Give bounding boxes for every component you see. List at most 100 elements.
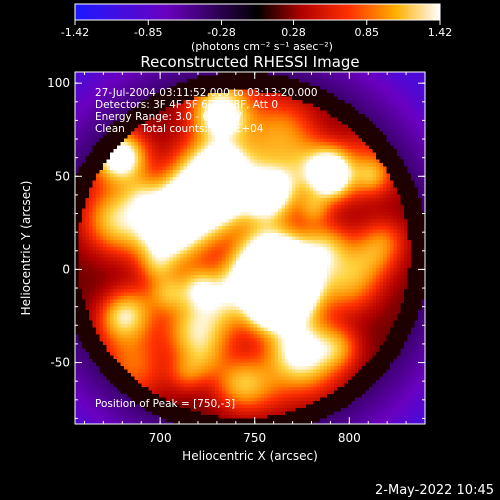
heatmap-cell — [229, 184, 233, 188]
heatmap-cell — [264, 131, 268, 136]
heatmap-cell — [250, 177, 254, 181]
heatmap-cell — [365, 114, 370, 118]
heatmap-cell — [383, 117, 387, 122]
heatmap-cell — [145, 89, 149, 94]
heatmap-cell — [89, 96, 93, 101]
heatmap-cell — [250, 156, 254, 160]
heatmap-cell — [257, 208, 261, 213]
heatmap-cell — [253, 152, 258, 157]
heatmap-cell — [239, 229, 244, 234]
heatmap-cell — [239, 226, 244, 230]
chart-title: Reconstructed RHESSI Image — [140, 53, 359, 71]
heatmap-cell — [379, 110, 384, 115]
heatmap-cell — [250, 191, 254, 195]
heatmap-cell — [236, 114, 240, 118]
heatmap-cell — [120, 93, 125, 97]
heatmap-cell — [96, 180, 100, 185]
heatmap-cell — [190, 229, 195, 234]
heatmap-cell — [127, 75, 132, 80]
heatmap-cell — [138, 205, 142, 209]
heatmap-cell — [103, 187, 107, 192]
heatmap-cell — [344, 215, 349, 220]
heatmap-cell — [92, 170, 97, 174]
heatmap-cell — [208, 208, 212, 213]
heatmap-cell — [141, 184, 146, 188]
heatmap-cell — [369, 128, 373, 132]
heatmap-cell — [267, 170, 272, 174]
heatmap-cell — [421, 82, 425, 87]
heatmap-cell — [138, 156, 142, 160]
colorbar-tick-label: 1.42 — [428, 26, 453, 39]
heatmap-cell — [131, 79, 135, 83]
heatmap-cell — [320, 100, 324, 104]
heatmap-cell — [222, 72, 226, 76]
heatmap-cell — [344, 187, 349, 192]
heatmap-cell — [183, 159, 188, 164]
heatmap-cell — [306, 72, 310, 76]
heatmap-cell — [204, 240, 209, 244]
heatmap-cell — [411, 156, 415, 160]
heatmap-cell — [117, 208, 121, 213]
heatmap-cell — [215, 124, 219, 129]
heatmap-cell — [243, 198, 247, 202]
heatmap-cell — [99, 135, 104, 139]
heatmap-cell — [344, 86, 349, 90]
heatmap-cell — [211, 135, 216, 139]
heatmap-cell — [141, 107, 146, 111]
heatmap-cell — [274, 226, 279, 230]
heatmap-cell — [299, 222, 303, 227]
heatmap-cell — [92, 159, 97, 164]
heatmap-cell — [295, 86, 300, 90]
heatmap-cell — [348, 96, 352, 101]
heatmap-cell — [138, 187, 142, 192]
heatmap-cell — [295, 79, 300, 83]
heatmap-cell — [362, 240, 366, 244]
heatmap-cell — [397, 121, 401, 125]
heatmap-cell — [92, 166, 97, 171]
heatmap-cell — [348, 138, 352, 143]
heatmap-cell — [306, 152, 310, 157]
heatmap-cell — [208, 117, 212, 122]
heatmap-cell — [295, 233, 300, 237]
heatmap-cell — [166, 173, 170, 178]
heatmap-cell — [302, 138, 307, 143]
heatmap-cell — [292, 159, 296, 164]
heatmap-cell — [316, 82, 321, 87]
heatmap-cell — [337, 152, 342, 157]
heatmap-cell — [267, 86, 272, 90]
heatmap-cell — [372, 149, 377, 153]
heatmap-cell — [271, 131, 275, 136]
heatmap-cell — [334, 159, 338, 164]
heatmap-cell — [78, 201, 83, 206]
heatmap-cell — [292, 180, 296, 185]
heatmap-cell — [145, 82, 149, 87]
heatmap-cell — [407, 142, 412, 146]
heatmap-cell — [407, 187, 412, 192]
heatmap-cell — [106, 240, 111, 244]
heatmap-cell — [162, 163, 167, 167]
heatmap-cell — [299, 208, 303, 213]
heatmap-cell — [344, 229, 349, 234]
heatmap-cell — [215, 173, 219, 178]
heatmap-cell — [243, 233, 247, 237]
heatmap-cell — [78, 215, 83, 220]
heatmap-cell — [110, 103, 114, 108]
heatmap-cell — [120, 100, 125, 104]
heatmap-cell — [120, 166, 125, 171]
heatmap-cell — [383, 170, 387, 174]
heatmap-cell — [106, 215, 111, 220]
heatmap-cell — [190, 100, 195, 104]
heatmap-cell — [330, 128, 335, 132]
heatmap-cell — [96, 205, 100, 209]
heatmap-cell — [78, 194, 83, 199]
heatmap-cell — [113, 212, 118, 216]
heatmap-cell — [89, 93, 93, 97]
heatmap-cell — [229, 240, 233, 244]
heatmap-cell — [131, 82, 135, 87]
heatmap-cell — [341, 96, 345, 101]
heatmap-cell — [141, 124, 146, 129]
heatmap-cell — [267, 229, 272, 234]
heatmap-cell — [222, 93, 226, 97]
heatmap-cell — [348, 187, 352, 192]
heatmap-cell — [82, 114, 86, 118]
